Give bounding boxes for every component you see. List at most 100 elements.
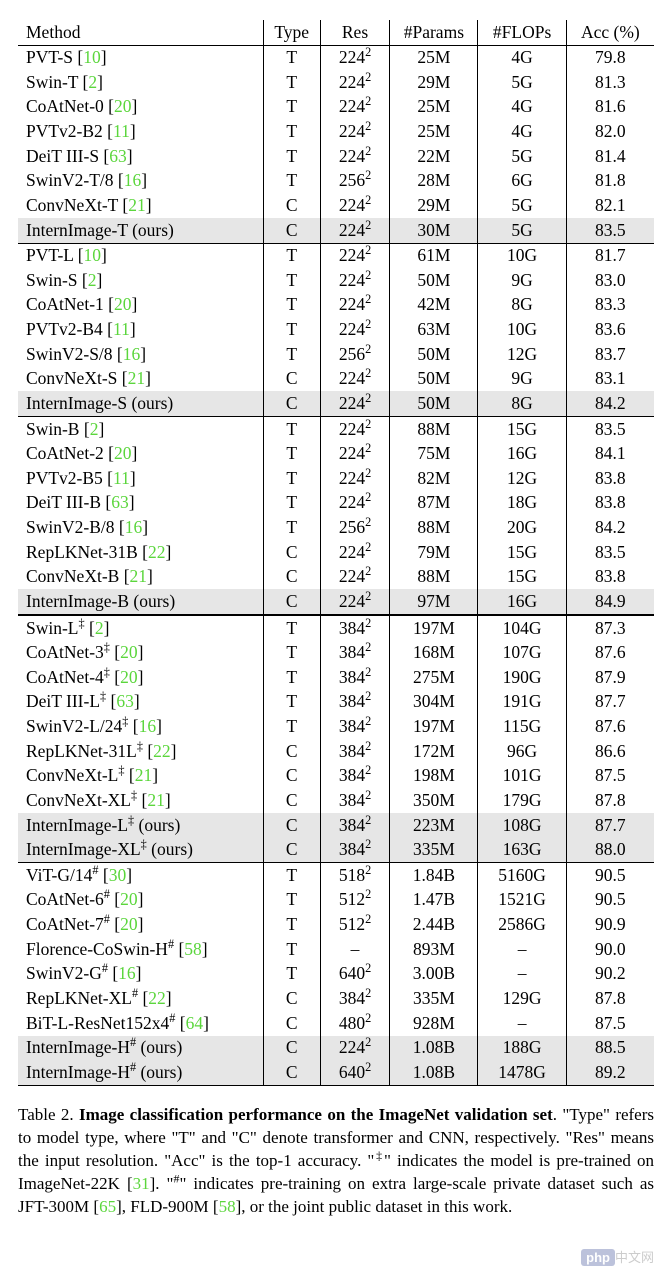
method-cell: RepLKNet-31B [22] (18, 540, 263, 565)
citation[interactable]: 20 (114, 443, 132, 463)
table-row: CoAtNet-3‡ [20]T3842168M107G87.6 (18, 641, 654, 666)
flops-cell: 9G (478, 367, 566, 392)
res-cell: 2242 (320, 70, 390, 95)
citation[interactable]: 31 (133, 1174, 150, 1193)
acc-cell: 84.2 (566, 391, 654, 416)
citation[interactable]: 2 (90, 419, 99, 439)
type-cell: C (263, 838, 320, 863)
citation[interactable]: 22 (148, 988, 166, 1008)
citation[interactable]: 16 (125, 517, 143, 537)
type-cell: C (263, 764, 320, 789)
acc-cell: 83.5 (566, 540, 654, 565)
acc-cell: 87.5 (566, 1011, 654, 1036)
method-cell: CoAtNet-4‡ [20] (18, 665, 263, 690)
citation[interactable]: 2 (88, 72, 97, 92)
params-cell: 172M (390, 739, 478, 764)
citation[interactable]: 2 (88, 270, 97, 290)
table-row: RepLKNet-31L‡ [22]C3842172M96G86.6 (18, 739, 654, 764)
citation[interactable]: 2 (95, 618, 104, 638)
citation[interactable]: 20 (120, 642, 138, 662)
citation[interactable]: 20 (120, 914, 138, 934)
flops-cell: 5G (478, 144, 566, 169)
citation[interactable]: 20 (120, 889, 138, 909)
acc-cell: 90.5 (566, 863, 654, 888)
citation[interactable]: 63 (109, 146, 127, 166)
type-cell: T (263, 442, 320, 467)
citation[interactable]: 64 (186, 1013, 204, 1033)
acc-cell: 88.0 (566, 838, 654, 863)
citation[interactable]: 22 (148, 542, 166, 562)
table-row: ConvNeXt-L‡ [21]C3842198M101G87.5 (18, 764, 654, 789)
type-cell: T (263, 888, 320, 913)
res-cell: – (320, 937, 390, 962)
acc-cell: 87.8 (566, 986, 654, 1011)
type-cell: T (263, 243, 320, 268)
flops-cell: 107G (478, 641, 566, 666)
citation[interactable]: 11 (113, 319, 130, 339)
params-cell: 198M (390, 764, 478, 789)
flops-cell: 4G (478, 95, 566, 120)
citation[interactable]: 20 (114, 96, 132, 116)
type-cell: T (263, 962, 320, 987)
flops-cell: 5G (478, 70, 566, 95)
method-cell: Swin-B [2] (18, 417, 263, 442)
citation[interactable]: 63 (116, 691, 134, 711)
params-cell: 75M (390, 442, 478, 467)
citation[interactable]: 65 (99, 1197, 116, 1216)
citation[interactable]: 20 (120, 667, 138, 687)
citation[interactable]: 21 (128, 195, 146, 215)
citation[interactable]: 21 (147, 790, 165, 810)
params-cell: 29M (390, 70, 478, 95)
type-cell: T (263, 70, 320, 95)
params-cell: 25M (390, 95, 478, 120)
type-cell: T (263, 665, 320, 690)
params-cell: 42M (390, 293, 478, 318)
citation[interactable]: 30 (109, 865, 127, 885)
citation[interactable]: 11 (113, 468, 130, 488)
params-cell: 1.84B (390, 863, 478, 888)
citation[interactable]: 10 (83, 47, 101, 67)
citation[interactable]: 21 (128, 368, 146, 388)
flops-cell: 104G (478, 615, 566, 641)
caption-sup-dagger: ‡ (374, 1148, 384, 1162)
method-cell: SwinV2-B/8 [16] (18, 516, 263, 541)
citation[interactable]: 16 (124, 170, 142, 190)
table-row: DeiT III-S [63]T224222M5G81.4 (18, 144, 654, 169)
params-cell: 1.08B (390, 1060, 478, 1085)
flops-cell: – (478, 962, 566, 987)
citation[interactable]: 22 (153, 741, 171, 761)
type-cell: C (263, 367, 320, 392)
flops-cell: – (478, 1011, 566, 1036)
acc-cell: 84.9 (566, 589, 654, 615)
citation[interactable]: 21 (130, 566, 148, 586)
params-cell: 25M (390, 120, 478, 145)
citation[interactable]: 16 (123, 344, 141, 364)
acc-cell: 83.5 (566, 218, 654, 243)
citation[interactable]: 20 (114, 294, 132, 314)
flops-cell: 8G (478, 293, 566, 318)
table-row: ViT-G/14# [30]T51821.84B5160G90.5 (18, 863, 654, 888)
citation[interactable]: 21 (135, 765, 153, 785)
citation[interactable]: 58 (219, 1197, 236, 1216)
table-row: InternImage-XL‡ (ours)C3842335M163G88.0 (18, 838, 654, 863)
column-header: Acc (%) (566, 20, 654, 45)
method-cell: BiT-L-ResNet152x4# [64] (18, 1011, 263, 1036)
citation[interactable]: 10 (84, 245, 102, 265)
flops-cell: 4G (478, 120, 566, 145)
citation[interactable]: 58 (184, 939, 202, 959)
citation[interactable]: 16 (139, 716, 157, 736)
params-cell: 63M (390, 318, 478, 343)
table-row: RepLKNet-31B [22]C224279M15G83.5 (18, 540, 654, 565)
method-cell: CoAtNet-0 [20] (18, 95, 263, 120)
citation[interactable]: 16 (118, 963, 136, 983)
table-row: InternImage-S (ours)C224250M8G84.2 (18, 391, 654, 416)
method-cell: PVTv2-B2 [11] (18, 120, 263, 145)
type-cell: T (263, 342, 320, 367)
method-cell: DeiT III-S [63] (18, 144, 263, 169)
params-cell: 88M (390, 516, 478, 541)
citation[interactable]: 11 (113, 121, 130, 141)
citation[interactable]: 63 (111, 492, 129, 512)
method-cell: PVT-S [10] (18, 45, 263, 70)
flops-cell: 8G (478, 391, 566, 416)
res-cell: 4802 (320, 1011, 390, 1036)
